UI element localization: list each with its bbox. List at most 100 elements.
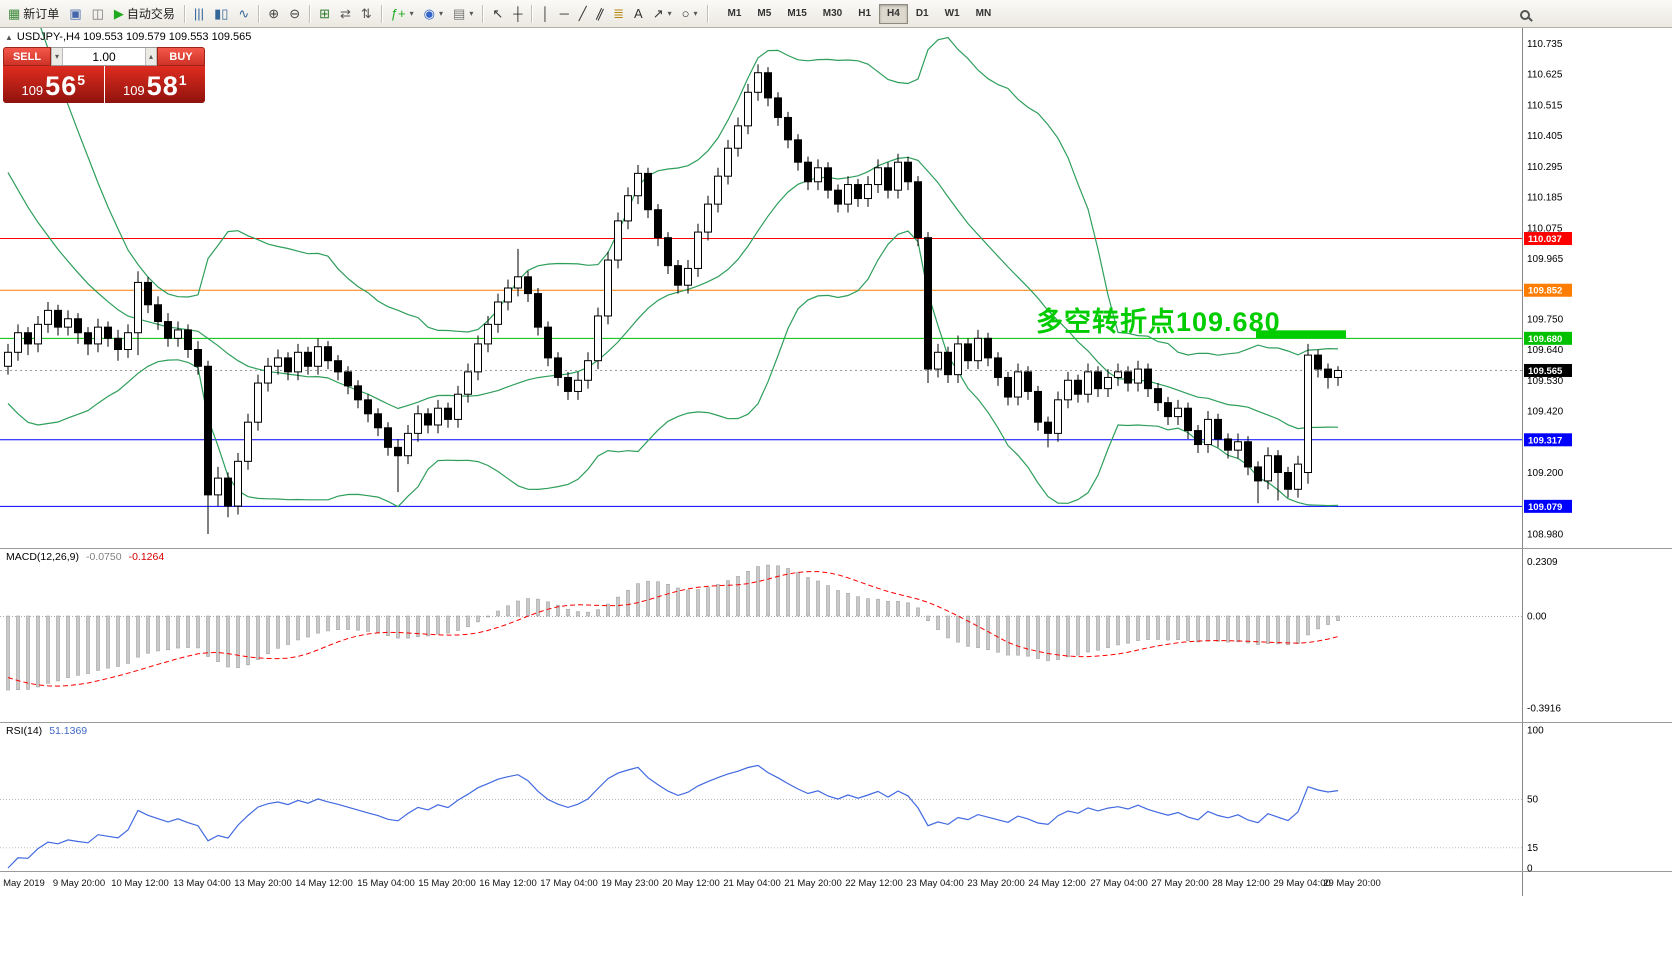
svg-text:22 May 12:00: 22 May 12:00 <box>845 878 903 889</box>
arrow-icon: ↗ <box>652 6 664 21</box>
timeframe-button-m1[interactable]: M1 <box>720 4 750 24</box>
svg-text:13 May 20:00: 13 May 20:00 <box>234 878 292 889</box>
timeframe-button-h4[interactable]: H4 <box>879 3 908 24</box>
indicators-button[interactable]: ƒ+ ▾ <box>386 3 419 25</box>
channel-icon: ∥ <box>593 5 606 22</box>
buy-price-pip: 1 <box>178 72 187 88</box>
svg-text:0: 0 <box>1527 864 1533 875</box>
search-icon[interactable] <box>1520 10 1530 20</box>
svg-text:17 May 04:00: 17 May 04:00 <box>540 878 598 889</box>
svg-text:15 May 20:00: 15 May 20:00 <box>418 878 476 889</box>
line-chart-button[interactable]: ∿ <box>233 3 254 25</box>
macd-signal-value: -0.1264 <box>128 551 165 563</box>
svg-text:109.200: 109.200 <box>1527 468 1564 479</box>
collapse-icon[interactable]: ▲ <box>5 32 13 42</box>
fibonacci-button[interactable]: ≣ <box>608 3 629 25</box>
timeframe-button-m5[interactable]: M5 <box>749 4 779 24</box>
text-button[interactable]: A <box>629 3 648 25</box>
timeframe-button-m15[interactable]: M15 <box>779 4 814 24</box>
svg-text:27 May 04:00: 27 May 04:00 <box>1090 878 1148 889</box>
toolbar-separator <box>531 4 533 23</box>
svg-text:15: 15 <box>1527 843 1539 854</box>
svg-text:109.852: 109.852 <box>1528 286 1562 297</box>
zoom-in-icon: ⊕ <box>268 6 280 21</box>
clock-icon: ◉ <box>423 6 435 21</box>
timeframe-button-d1[interactable]: D1 <box>908 4 937 24</box>
candlestick-chart-button[interactable]: ▮▯ <box>209 3 233 25</box>
one-click-trading-panel: SELL ▾ ▴ BUY 109565 109581 <box>3 47 205 103</box>
svg-text:100: 100 <box>1527 726 1544 737</box>
templates-button[interactable]: ▤ ▾ <box>448 3 478 25</box>
svg-text:15 May 04:00: 15 May 04:00 <box>357 878 415 889</box>
timeframe-button-h1[interactable]: H1 <box>850 4 879 24</box>
new-order-button[interactable]: ▦ 新订单 <box>3 3 64 25</box>
zoom-out-button[interactable]: ⊖ <box>284 3 305 25</box>
horizontal-line-button[interactable]: ─ <box>555 3 574 25</box>
timeframe-button-w1[interactable]: W1 <box>937 4 968 24</box>
periods-button[interactable]: ◉ ▾ <box>419 3 448 25</box>
auto-trading-button[interactable]: ▶ 自动交易 <box>109 3 180 25</box>
svg-text:110.735: 110.735 <box>1527 39 1563 50</box>
svg-text:110.075: 110.075 <box>1527 223 1563 234</box>
svg-text:-0.3916: -0.3916 <box>1527 704 1561 715</box>
profiles-button[interactable]: ◫ <box>87 3 109 25</box>
volume-increase-button[interactable]: ▴ <box>144 48 157 65</box>
svg-text:109.965: 109.965 <box>1527 254 1564 265</box>
timeframe-button-m30[interactable]: M30 <box>815 4 850 24</box>
buy-button[interactable]: BUY <box>157 47 205 66</box>
symbol-ohlc-text: USDJPY-,H4 109.553 109.579 109.553 109.5… <box>16 31 252 43</box>
macd-header: MACD(12,26,9) -0.0750 -0.1264 <box>4 551 167 563</box>
candlestick-chart[interactable]: 110.735 110.625 110.515 110.405 110.295 110.1… <box>0 28 1672 953</box>
profiles-icon: ◫ <box>91 6 104 21</box>
shapes-button[interactable]: ○ ▾ <box>677 3 703 25</box>
vertical-line-button[interactable]: │ <box>536 3 554 25</box>
svg-text:13 May 04:00: 13 May 04:00 <box>173 878 231 889</box>
svg-text:20 May 12:00: 20 May 12:00 <box>662 878 720 889</box>
timeframe-button-mn[interactable]: MN <box>968 4 1000 24</box>
sell-button[interactable]: SELL <box>3 47 51 66</box>
volume-input[interactable] <box>63 48 145 65</box>
toolbar-separator <box>183 4 185 23</box>
pivot-annotation: 多空转折点109.680 <box>1036 307 1281 337</box>
svg-text:0.2309: 0.2309 <box>1527 557 1558 568</box>
sell-price[interactable]: 109565 <box>3 66 104 103</box>
toolbar-separator <box>258 4 260 23</box>
crosshair-button[interactable]: ┼ <box>508 3 527 25</box>
svg-text:50: 50 <box>1527 795 1539 806</box>
caret-down-icon: ▾ <box>693 9 698 18</box>
svg-text:24 May 12:00: 24 May 12:00 <box>1028 878 1086 889</box>
svg-text:109.420: 109.420 <box>1527 407 1564 418</box>
zoom-in-button[interactable]: ⊕ <box>263 3 284 25</box>
svg-text:109.680: 109.680 <box>1528 334 1562 345</box>
trendline-icon: ╱ <box>578 6 587 21</box>
svg-text:29 May 04:00: 29 May 04:00 <box>1273 878 1331 889</box>
svg-text:110.405: 110.405 <box>1527 131 1563 142</box>
tile-windows-button[interactable]: ⊞ <box>314 3 335 25</box>
svg-text:109.079: 109.079 <box>1528 502 1562 513</box>
trendline-button[interactable]: ╱ <box>574 3 592 25</box>
svg-text:108.980: 108.980 <box>1527 530 1564 541</box>
bar-chart-icon: ||| <box>193 6 205 21</box>
chart-windows-button[interactable]: ▣ <box>64 3 86 25</box>
svg-text:109.640: 109.640 <box>1527 345 1564 356</box>
macd-value: -0.0750 <box>85 551 122 563</box>
chart-shift-button[interactable]: ⇅ <box>356 3 377 25</box>
volume-decrease-button[interactable]: ▾ <box>51 48 64 65</box>
svg-text:0.00: 0.00 <box>1527 612 1547 623</box>
chart-window: 110.735 110.625 110.515 110.405 110.295 110.1… <box>0 28 1672 953</box>
rsi-name: RSI(14) <box>6 725 43 737</box>
svg-text:109.530: 109.530 <box>1527 376 1564 387</box>
volume-stepper: ▾ ▴ <box>51 47 157 66</box>
template-icon: ▤ <box>453 6 466 21</box>
cursor-button[interactable]: ↖ <box>487 3 508 25</box>
line-chart-icon: ∿ <box>238 6 250 21</box>
arrows-button[interactable]: ↗ ▾ <box>648 3 677 25</box>
buy-price[interactable]: 109581 <box>104 66 205 103</box>
auto-scroll-button[interactable]: ⇄ <box>335 3 356 25</box>
svg-text:29 May 20:00: 29 May 20:00 <box>1323 878 1381 889</box>
channel-button[interactable]: ∥ <box>592 3 609 25</box>
rsi-value: 51.1369 <box>49 725 88 737</box>
svg-text:10 May 12:00: 10 May 12:00 <box>111 878 169 889</box>
bar-chart-button[interactable]: ||| <box>189 3 209 25</box>
new-order-button-label: 新订单 <box>23 7 60 21</box>
